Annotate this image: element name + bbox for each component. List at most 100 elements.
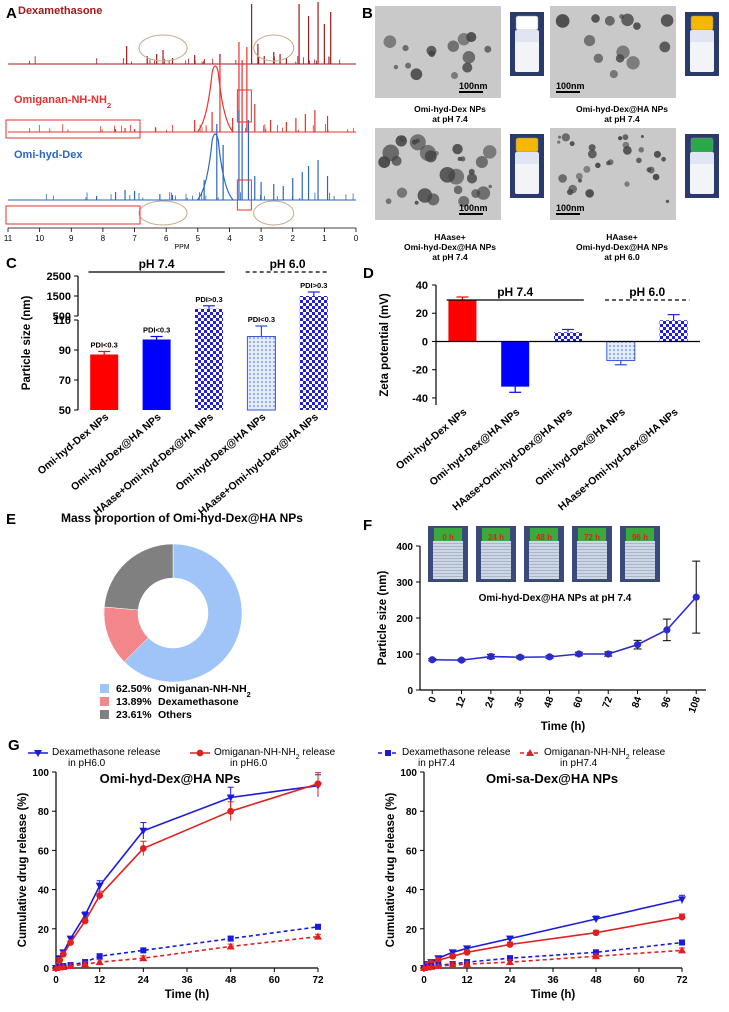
x-tick-label: Omi-hyd-Dex@HA NPs xyxy=(69,411,164,493)
vial-body xyxy=(481,541,511,579)
nanoparticle xyxy=(588,144,596,152)
nanoparticle xyxy=(593,53,604,64)
axis-label: PPM xyxy=(174,244,189,251)
marker-circle xyxy=(59,950,67,958)
marker-triangle-up xyxy=(314,932,322,940)
series-3 xyxy=(53,923,321,971)
nanoparticle xyxy=(555,14,570,28)
bar xyxy=(606,340,636,362)
y-tick-label: 50 xyxy=(59,405,71,417)
marker-square xyxy=(315,923,321,930)
x-tick-label: 72 xyxy=(601,695,615,710)
nmr-broad-peak xyxy=(196,65,234,133)
nanoparticle xyxy=(622,134,629,141)
marker-square xyxy=(679,939,685,946)
y-axis-label: Particle size (nm) xyxy=(377,571,389,666)
data-point xyxy=(575,650,583,658)
bars xyxy=(90,291,328,411)
nanoparticle xyxy=(385,198,392,205)
tem-caption: at pH 6.0 xyxy=(604,252,640,262)
nanoparticle xyxy=(575,172,583,180)
nanoparticle xyxy=(569,141,575,147)
vial-cap xyxy=(578,528,606,541)
marker-circle xyxy=(56,956,64,964)
tem-image-1: 100nm xyxy=(375,6,501,98)
nanoparticle xyxy=(607,159,614,166)
y-tick-label: 300 xyxy=(396,578,413,589)
nanoparticle xyxy=(609,70,618,79)
group-label: pH 6.0 xyxy=(270,257,306,271)
y-tick-label: 0 xyxy=(411,964,417,975)
x-tick-label: 24 xyxy=(504,975,516,986)
panel-label-A: A xyxy=(6,5,17,22)
nanoparticle xyxy=(452,143,463,155)
vial-cap xyxy=(690,15,714,31)
series-line xyxy=(423,898,683,969)
vial-photo-3 xyxy=(510,134,544,198)
vial-liquid xyxy=(690,164,714,194)
vial-cap xyxy=(690,137,714,153)
nanoparticle xyxy=(383,35,397,49)
vial-body xyxy=(529,541,559,579)
nanoparticle xyxy=(426,45,437,56)
nanoparticle xyxy=(447,40,460,52)
nanoparticle xyxy=(591,14,600,23)
data-point xyxy=(663,626,671,634)
x-tick-label: 60 xyxy=(269,975,281,986)
marker-circle xyxy=(592,929,600,937)
group-label: pH 7.4 xyxy=(139,257,175,271)
x-tick-label: 12 xyxy=(461,975,473,986)
y-tick-label: 40 xyxy=(406,886,418,897)
nanoparticle xyxy=(585,189,594,198)
scale-bar-label: 100nm xyxy=(556,81,585,91)
vial-body xyxy=(625,541,655,579)
nmr-trace-label: Omi-hyd-Dex xyxy=(14,149,83,161)
chart-title: Omi-sa-Dex@HA NPs xyxy=(486,771,618,786)
nanoparticle xyxy=(484,45,492,53)
marker-triangle-down xyxy=(95,882,104,890)
vial-time-label: 0 h xyxy=(442,533,454,542)
marker-square xyxy=(227,935,234,942)
nmr-trace-label: Omiganan-NH-NH2 xyxy=(14,94,111,110)
y-tick-label: -20 xyxy=(412,365,428,377)
x-tick-label: 48 xyxy=(590,975,602,986)
nanoparticle xyxy=(636,157,642,164)
vial-liquid xyxy=(515,42,539,72)
axis-tick-label: 10 xyxy=(35,234,44,243)
pie-slice xyxy=(103,543,174,611)
marker-triangle-down xyxy=(226,794,235,802)
tem-haze xyxy=(375,128,501,220)
x-tick-label: Omi-hyd-Dex@HA NPs xyxy=(174,411,269,493)
nanoparticle xyxy=(583,165,591,173)
axis-tick-label: 7 xyxy=(132,234,137,243)
nanoparticle xyxy=(462,51,476,64)
nanoparticle xyxy=(424,150,437,163)
nanoparticle xyxy=(415,138,420,144)
bar xyxy=(299,296,328,410)
pdi-label: PDI>0.3 xyxy=(195,295,222,304)
y-tick-label: 80 xyxy=(406,807,418,818)
vial-body xyxy=(577,541,607,579)
nanoparticle xyxy=(475,156,488,169)
nanoparticle xyxy=(566,188,574,196)
tem-caption: HAase+ xyxy=(434,232,465,242)
legend-name: Omiganan-NH-NH2 xyxy=(158,683,251,699)
nanoparticle xyxy=(604,15,615,26)
series-line xyxy=(423,916,683,969)
series-2 xyxy=(52,772,322,972)
marker-triangle-up xyxy=(434,962,443,970)
nmr-broad-peak xyxy=(196,133,234,201)
tem-image-3: 100nm xyxy=(375,128,501,220)
nanoparticle xyxy=(482,145,497,159)
nanoparticle xyxy=(578,178,582,183)
nanoparticle xyxy=(439,166,456,183)
x-tick-label: 36 xyxy=(547,975,559,986)
panel-label-C: C xyxy=(6,255,17,272)
axis-tick-label: 2 xyxy=(291,234,296,243)
y-tick-label: 100 xyxy=(32,768,49,779)
axis-tick-label: 4 xyxy=(227,234,232,243)
marker-circle xyxy=(449,952,457,960)
y-axis-label: Cumulative drug release (%) xyxy=(17,793,29,948)
